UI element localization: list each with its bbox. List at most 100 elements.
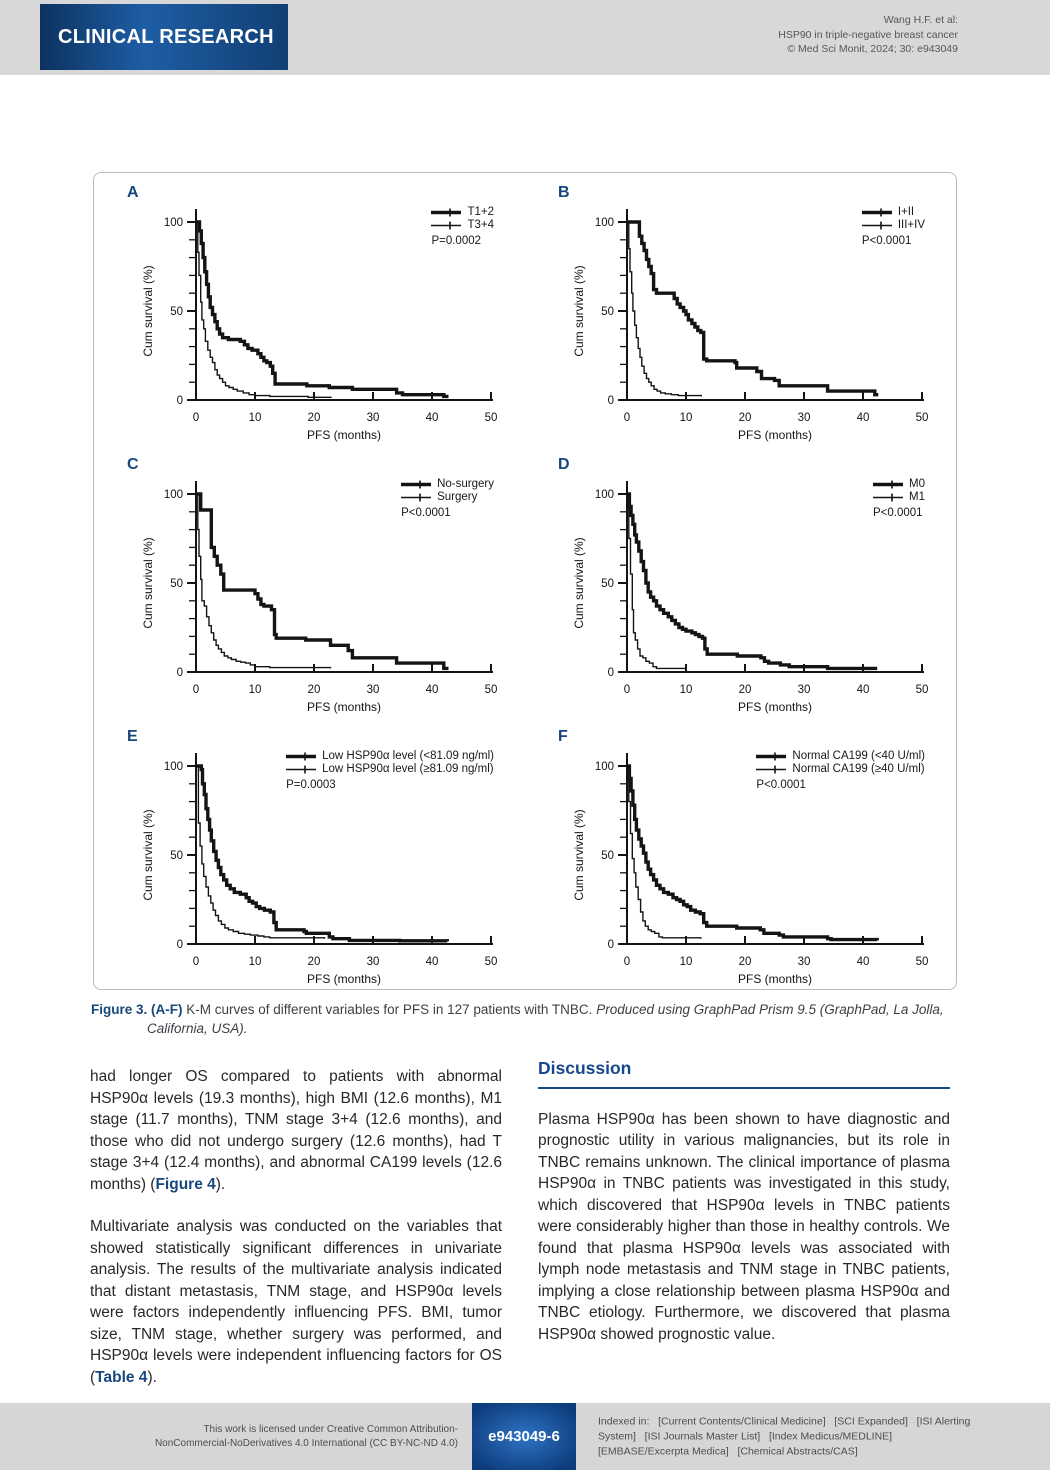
figure-3-box: A 0 50 100 0 10 20 30 40 50 PFS (months) Cum surviv… [93,172,957,990]
x-tick-label: 20 [739,412,752,424]
panel-letter-a: A [127,184,139,201]
x-tick-label: 50 [916,684,929,696]
km-curve-thin [196,765,326,939]
legend-label: Low HSP90α level (<81.09 ng/ml) [322,750,494,762]
legend-entry: Surgery [401,491,477,503]
legend-label: III+IV [897,219,925,231]
x-tick-label: 0 [193,956,199,968]
km-plot-d: 0 50 100 0 10 20 30 40 50 PFS (months) Cum surviva… [572,481,929,714]
figure-caption-text: K-M curves of different variables for PF… [182,1002,597,1017]
y-tick-label: 0 [177,395,183,407]
km-curve-thick [627,764,879,942]
y-axis-title: Cum survival (%) [141,537,155,628]
km-panel-grid: A 0 50 100 0 10 20 30 40 50 PFS (months) Cum surviv… [94,173,956,989]
panel-letter-c: C [127,456,139,473]
x-tick-label: 30 [367,956,380,968]
y-tick-label: 50 [170,306,183,318]
panel-letter-e: E [127,728,138,745]
legend-label: T3+4 [467,219,494,231]
legend-label: Low HSP90α level (≥81.09 ng/ml) [322,763,494,775]
x-tick-label: 30 [798,956,811,968]
x-tick-label: 40 [426,684,439,696]
x-tick-label: 30 [367,412,380,424]
x-tick-label: 30 [367,684,380,696]
legend: I+II III+IV P<0.0001 [861,206,925,247]
legend-entry: T1+2 [431,206,494,218]
legend-label: Normal CA199 (≥40 U/ml) [792,763,925,775]
censor-tick-marker-icon [861,221,892,229]
km-plot-e: 0 50 100 0 10 20 30 40 50 PFS (months) Cum surviva… [141,753,497,986]
legend-entry: M1 [873,491,925,503]
x-tick-label: 10 [680,684,693,696]
citation-authors: Wang H.F. et al: [883,14,958,26]
km-curve-thin [196,493,332,669]
censor-tick-marker-icon [861,208,892,216]
footer-strip: This work is licensed under Creative Com… [0,1403,1050,1470]
km-curve-thin [627,765,702,939]
paragraph-text: ). [215,1175,226,1193]
citation-block: Wang H.F. et al: HSP90 in triple-negativ… [778,13,958,57]
km-curve-thin [627,221,702,397]
paragraph: Plasma HSP90α has been shown to have dia… [538,1110,950,1343]
legend-label: M0 [909,478,925,490]
km-curve-thick [627,220,879,397]
x-tick-label: 20 [739,956,752,968]
x-tick-label: 40 [857,412,870,424]
y-tick-label: 100 [164,761,183,773]
km-curve-thick [627,492,878,671]
y-tick-label: 0 [608,939,614,951]
censor-tick-marker-icon [431,221,462,229]
legend-entry: I+II [861,206,915,218]
figure-caption-label: Figure 3. [91,1002,152,1017]
figure-caption-panels-ref: (A-F) [151,1002,183,1017]
km-curve-thick [196,764,449,943]
legend-label: No-surgery [437,478,494,490]
page-id-badge: e943049-6 [472,1403,576,1470]
x-tick-label: 10 [249,684,262,696]
header-strip: CLINICAL RESEARCH Wang H.F. et al: HSP90… [0,0,1050,75]
citation-title: HSP90 in triple-negative breast cancer [778,28,958,41]
x-tick-label: 20 [308,684,321,696]
x-tick-label: 40 [857,956,870,968]
km-curve-thick [196,220,449,399]
license-line: NonCommercial-NoDerivatives 4.0 Internat… [154,1437,458,1449]
x-tick-label: 40 [857,684,870,696]
figure-caption-credit: Produced using GraphPad Prism 9.5 (Graph… [147,1002,944,1036]
panel-letter-d: D [558,456,570,473]
legend-entry: Normal CA199 (<40 U/ml) [756,750,925,762]
legend: T1+2 T3+4 P=0.0002 [431,206,494,247]
legend-entry: No-surgery [401,478,494,490]
legend-label: M1 [909,491,925,503]
y-tick-label: 100 [164,217,183,229]
legend-entry: Low HSP90α level (≥81.09 ng/ml) [286,763,494,775]
figure-4-reference: Figure 4 [155,1175,216,1193]
censor-tick-marker-icon [401,493,432,501]
y-tick-label: 50 [170,578,183,590]
section-banner: CLINICAL RESEARCH [40,4,288,70]
legend-entry: M0 [873,478,925,490]
x-tick-label: 50 [916,956,929,968]
censor-tick-marker-icon [286,752,317,760]
x-tick-label: 0 [624,684,630,696]
paragraph: had longer OS compared to patients with … [90,1066,502,1195]
legend-label: I+II [897,206,915,218]
x-tick-label: 0 [193,412,199,424]
paragraph: Multivariate analysis was conducted on t… [90,1216,502,1388]
y-tick-label: 50 [601,306,614,318]
x-tick-label: 30 [798,684,811,696]
km-plot-b: 0 50 100 0 10 20 30 40 50 PFS (months) Cum surviva… [572,209,928,442]
panel-letter-f: F [558,728,568,745]
km-panel-d: D 0 50 100 0 10 20 30 40 50 PFS (months) Cum surviv… [525,445,956,717]
x-tick-label: 50 [485,412,498,424]
censor-tick-marker-icon [286,765,317,773]
x-axis-title: PFS (months) [738,972,812,986]
y-axis-title: Cum survival (%) [141,265,155,356]
y-tick-label: 50 [601,850,614,862]
km-panel-b: B 0 50 100 0 10 20 30 40 50 PFS (months) Cum surviv… [525,173,956,445]
paragraph-text: had longer OS compared to patients with … [90,1068,502,1193]
y-tick-label: 0 [177,667,183,679]
p-value-label: P<0.0001 [401,507,451,519]
km-plot-f: 0 50 100 0 10 20 30 40 50 PFS (months) Cum surviva… [572,753,929,986]
x-tick-label: 0 [624,412,630,424]
